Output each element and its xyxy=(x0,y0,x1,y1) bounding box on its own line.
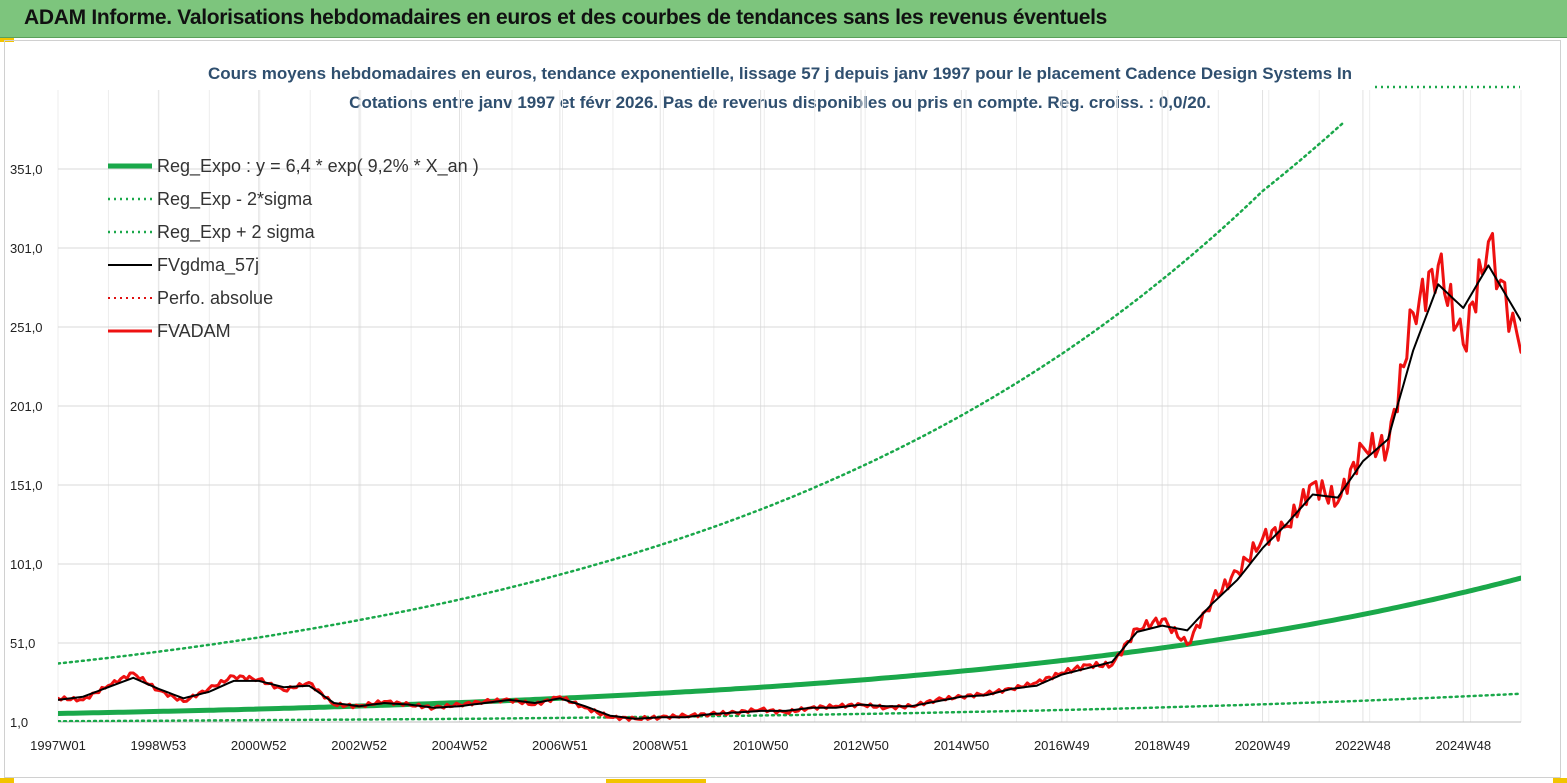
y-tick-label: 151,0 xyxy=(10,478,43,493)
y-tick-label: 201,0 xyxy=(10,399,43,414)
x-tick-label: 2004W52 xyxy=(432,738,488,753)
series-group xyxy=(58,121,1521,722)
y-tick-label: 351,0 xyxy=(10,162,43,177)
x-tick-label: 2018W49 xyxy=(1134,738,1190,753)
series-line xyxy=(58,692,1521,722)
y-axis-ticks: 1,0 51,0 101,0 151,0 201,0 251,0 301,0 351,0 xyxy=(10,162,43,730)
legend: Reg_Expo : y = 6,4 * exp( 9,2% * X_an ) R… xyxy=(108,156,479,341)
x-tick-label: 2016W49 xyxy=(1034,738,1090,753)
legend-item-label: Reg_Exp - 2*sigma xyxy=(157,189,313,210)
chart-subtitle: Cotations entre janv 1997 et févr 2026. … xyxy=(349,93,1211,112)
x-tick-label: 2012W50 xyxy=(833,738,889,753)
series-line xyxy=(58,264,1521,720)
series-line xyxy=(58,575,1521,716)
x-tick-label: 2020W49 xyxy=(1235,738,1291,753)
corner-mark-bottom-left xyxy=(0,778,14,783)
corner-mark-bottom-right xyxy=(1553,778,1567,783)
x-tick-label: 2008W51 xyxy=(632,738,688,753)
legend-item-label: FVADAM xyxy=(157,321,231,341)
x-tick-label: 2000W52 xyxy=(231,738,287,753)
corner-mark-bottom-mid xyxy=(606,779,706,783)
series-line xyxy=(58,121,1345,665)
x-tick-label: 2002W52 xyxy=(331,738,387,753)
x-tick-label: 2014W50 xyxy=(934,738,990,753)
x-tick-label: 2022W48 xyxy=(1335,738,1391,753)
x-tick-label: 1998W53 xyxy=(131,738,187,753)
y-tick-label: 51,0 xyxy=(10,636,35,651)
grid-lines xyxy=(57,90,1522,723)
y-tick-label: 1,0 xyxy=(10,715,28,730)
report-title: ADAM Informe. Valorisations hebdomadaire… xyxy=(24,6,1108,29)
x-tick-label: 1997W01 xyxy=(30,738,86,753)
legend-item-label: FVgdma_57j xyxy=(157,255,259,276)
x-tick-label: 2010W50 xyxy=(733,738,789,753)
y-tick-label: 101,0 xyxy=(10,557,43,572)
series-line xyxy=(58,232,1521,722)
header-banner: ADAM Informe. Valorisations hebdomadaire… xyxy=(0,0,1567,38)
x-axis-ticks: 1997W01 1998W53 2000W52 2002W52 2004W52 2006W… xyxy=(30,738,1491,753)
legend-item-label: Perfo. absolue xyxy=(157,288,273,308)
x-tick-label: 2024W48 xyxy=(1435,738,1491,753)
y-tick-label: 301,0 xyxy=(10,241,43,256)
chart-title: Cours moyens hebdomadaires en euros, ten… xyxy=(207,64,1353,83)
y-tick-label: 251,0 xyxy=(10,320,43,335)
legend-item-label: Reg_Expo : y = 6,4 * exp( 9,2% * X_an ) xyxy=(157,156,479,177)
legend-item-label: Reg_Exp + 2 sigma xyxy=(157,222,316,243)
x-tick-label: 2006W51 xyxy=(532,738,588,753)
chart-frame xyxy=(4,40,1561,778)
